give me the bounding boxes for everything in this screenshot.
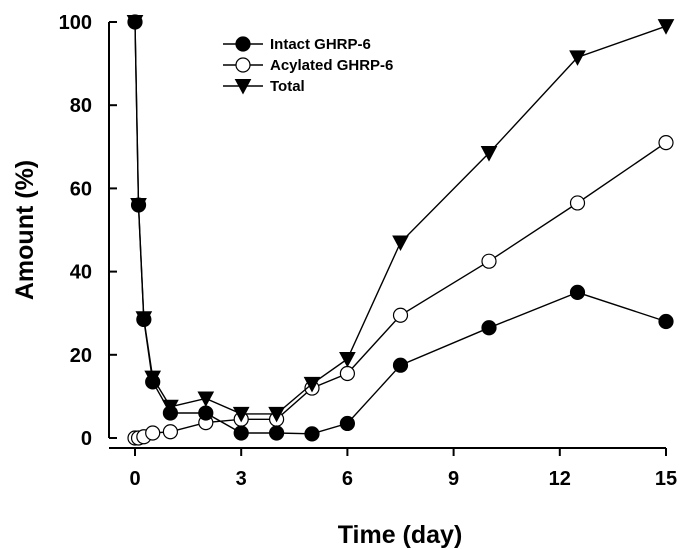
- data-point: [658, 135, 674, 151]
- data-point: [392, 307, 409, 323]
- y-tick-label: 0: [81, 428, 92, 450]
- data-point: [162, 399, 179, 416]
- x-tick-label: 3: [236, 468, 247, 490]
- y-tick-label: 40: [70, 262, 92, 284]
- series-line: [134, 21, 667, 415]
- data-point: [392, 235, 409, 252]
- data-point: [232, 406, 250, 423]
- y-axis-title: Amount (%): [11, 160, 39, 300]
- x-axis-title: Time (day): [338, 521, 463, 549]
- x-tick-label: 15: [655, 468, 677, 490]
- legend-entry: Intact GHRP-6: [223, 36, 371, 53]
- data-point: [198, 405, 214, 421]
- series-0: [127, 14, 674, 442]
- legend-label: Total: [270, 78, 305, 95]
- legend-entry: Total: [223, 78, 305, 95]
- x-tick-label: 12: [549, 468, 571, 490]
- data-point: [481, 320, 497, 336]
- y-tick-label: 20: [70, 345, 92, 367]
- axes: [108, 22, 666, 449]
- data-point: [233, 425, 249, 441]
- legend-marker: [235, 36, 251, 52]
- data-point: [569, 195, 586, 211]
- data-point: [339, 365, 355, 382]
- ticks: 0 20 40 60 80 100 0 3 6 9 12 15: [59, 12, 678, 490]
- legend-entry: Acylated GHRP-6: [223, 57, 393, 74]
- data-point: [130, 198, 147, 214]
- data-point: [658, 313, 674, 330]
- y-tick-label: 100: [59, 12, 92, 34]
- data-point: [304, 426, 320, 442]
- data-point: [144, 370, 162, 387]
- legend-marker: [235, 57, 251, 73]
- y-tick-label: 80: [70, 95, 92, 117]
- data-point: [481, 253, 497, 269]
- y-tick-label: 60: [70, 178, 92, 200]
- legend-label: Intact GHRP-6: [270, 36, 371, 53]
- legend-label: Acylated GHRP-6: [270, 57, 393, 74]
- data-point: [135, 311, 153, 327]
- data-point: [339, 415, 355, 432]
- data-point: [303, 376, 321, 393]
- data-point: [569, 284, 586, 300]
- data-point: [269, 425, 285, 441]
- data-point: [126, 15, 144, 31]
- data-point: [197, 391, 215, 408]
- data-point: [162, 424, 178, 440]
- data-point: [145, 425, 161, 441]
- x-tick-label: 9: [448, 468, 459, 490]
- series-line: [135, 142, 667, 439]
- legend-marker: [234, 79, 252, 95]
- data-point: [392, 357, 409, 373]
- data-point: [339, 351, 356, 368]
- series-2: [126, 15, 675, 423]
- data-point: [657, 19, 675, 35]
- data-point: [569, 50, 586, 66]
- series-layer: [126, 14, 675, 446]
- x-tick-label: 6: [342, 468, 353, 490]
- x-tick-label: 0: [129, 468, 140, 490]
- data-point: [480, 146, 498, 162]
- data-point: [268, 406, 285, 423]
- legend: Intact GHRP-6 Acylated GHRP-6 Total: [223, 36, 393, 95]
